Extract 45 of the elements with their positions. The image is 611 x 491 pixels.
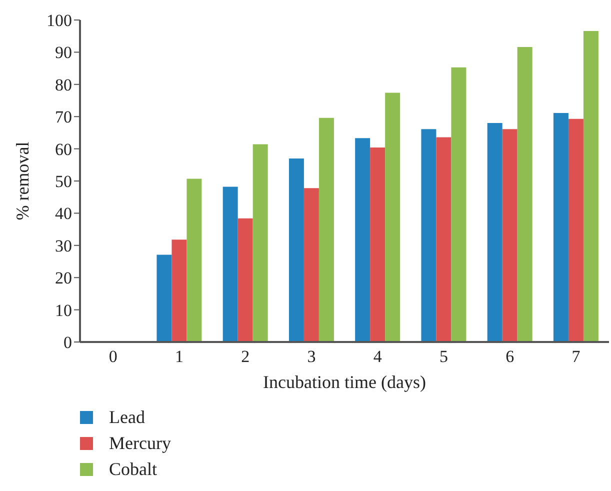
bar [222, 186, 238, 342]
y-tick-label: 20 [55, 268, 72, 288]
bar [568, 118, 584, 342]
x-tick-label: 6 [506, 347, 514, 366]
x-axis-title: Incubation time (days) [263, 372, 426, 392]
bar [553, 113, 568, 342]
y-tick-label: 90 [55, 43, 72, 62]
y-tick-label: 60 [55, 140, 72, 159]
bar [385, 92, 400, 342]
legend-label: Lead [109, 406, 145, 428]
x-tick-label: 2 [241, 347, 250, 366]
bar [517, 47, 532, 342]
x-tick-label: 4 [373, 347, 382, 366]
bar [288, 158, 304, 342]
x-tick-label: 1 [174, 347, 184, 366]
y-tick-label: 30 [55, 236, 72, 256]
y-tick-label: 100 [46, 11, 72, 30]
y-tick-label: 0 [64, 333, 72, 352]
y-tick-label: 10 [55, 300, 72, 320]
x-tick-label: 5 [439, 347, 448, 366]
bar [436, 137, 452, 342]
bar [487, 123, 502, 342]
legend-label: Cobalt [109, 458, 157, 480]
bar [304, 188, 319, 342]
bar [186, 178, 202, 342]
bar [238, 218, 253, 342]
bar [252, 144, 268, 342]
y-axis-title: % removal [12, 142, 32, 220]
bar [370, 148, 386, 342]
x-tick-label: 7 [572, 347, 581, 366]
x-tick-label: 3 [307, 347, 316, 366]
y-tick-label: 80 [55, 75, 72, 94]
bar [172, 240, 187, 342]
y-tick-label: 70 [55, 108, 72, 127]
bar [421, 129, 436, 342]
x-tick-label: 0 [108, 347, 118, 366]
y-tick-label: 50 [55, 172, 72, 192]
y-tick-label: 40 [55, 204, 72, 224]
bar [583, 30, 598, 342]
bar [318, 118, 334, 342]
bar [355, 138, 370, 342]
legend-label: Mercury [109, 432, 171, 454]
bar [156, 254, 172, 342]
bar [451, 67, 466, 342]
bar [502, 129, 518, 342]
